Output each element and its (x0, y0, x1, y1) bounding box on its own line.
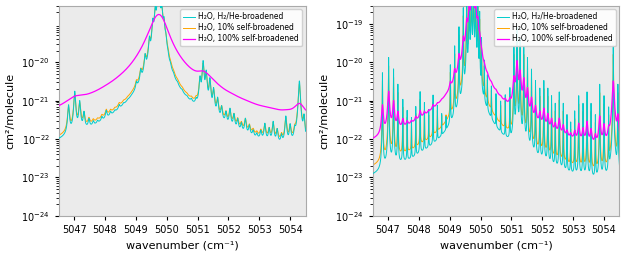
Line: H₂O, H₂/He-broadened: H₂O, H₂/He-broadened (59, 0, 306, 139)
H₂O, 100% self-broadened (155, 13, 162, 16)
H₂O, H₂/He-broadened (458, 83, 466, 86)
H₂O, 10% self-broadened (276, 135, 283, 138)
H₂O, H₂/He-broadened (201, 78, 209, 81)
H₂O, 10% self-broadened (212, 101, 219, 104)
H₂O, H₂/He-broadened (552, 143, 559, 146)
H₂O, 100% self-broadened (369, 137, 376, 140)
H₂O, 10% self-broadened (201, 76, 209, 79)
H₂O, 100% self-broadened (68, 97, 75, 100)
H₂O, 10% self-broadened (458, 74, 466, 78)
H₂O, 10% self-broadened (238, 121, 246, 124)
H₂O, H₂/He-broadened (590, 173, 598, 176)
H₂O, 100% self-broadened (616, 130, 623, 133)
H₂O, 100% self-broadened (458, 50, 466, 53)
Y-axis label: cm²/molecule: cm²/molecule (6, 73, 16, 149)
H₂O, H₂/He-broadened (238, 122, 246, 125)
H₂O, H₂/He-broadened (68, 122, 75, 125)
Line: H₂O, 100% self-broadened: H₂O, 100% self-broadened (59, 15, 306, 110)
Line: H₂O, 10% self-broadened: H₂O, 10% self-broadened (372, 0, 619, 166)
H₂O, H₂/He-broadened (251, 133, 259, 136)
H₂O, 10% self-broadened (526, 130, 533, 133)
H₂O, H₂/He-broadened (276, 138, 283, 141)
H₂O, H₂/He-broadened (369, 172, 376, 175)
H₂O, 10% self-broadened (144, 48, 152, 51)
H₂O, 100% self-broadened (251, 102, 259, 105)
H₂O, 10% self-broadened (381, 148, 389, 151)
Line: H₂O, 10% self-broadened: H₂O, 10% self-broadened (59, 0, 306, 136)
Line: H₂O, 100% self-broadened: H₂O, 100% self-broadened (372, 0, 619, 139)
H₂O, 100% self-broadened (381, 122, 389, 125)
H₂O, 10% self-broadened (590, 164, 598, 167)
H₂O, 10% self-broadened (55, 134, 63, 137)
H₂O, H₂/He-broadened (302, 130, 309, 133)
H₂O, 10% self-broadened (552, 136, 559, 139)
H₂O, H₂/He-broadened (55, 137, 63, 140)
H₂O, 100% self-broadened (515, 78, 522, 81)
H₂O, H₂/He-broadened (212, 104, 219, 107)
H₂O, 10% self-broadened (251, 130, 259, 133)
H₂O, 100% self-broadened (565, 133, 572, 136)
X-axis label: wavenumber (cm⁻¹): wavenumber (cm⁻¹) (439, 240, 552, 250)
H₂O, 10% self-broadened (369, 164, 376, 167)
X-axis label: wavenumber (cm⁻¹): wavenumber (cm⁻¹) (126, 240, 239, 250)
H₂O, 100% self-broadened (55, 104, 63, 107)
H₂O, H₂/He-broadened (144, 50, 152, 53)
Line: H₂O, H₂/He-broadened: H₂O, H₂/He-broadened (372, 0, 619, 174)
Legend: H₂O, H₂/He-broadened, H₂O, 10% self-broadened, H₂O, 100% self-broadened: H₂O, H₂/He-broadened, H₂O, 10% self-broa… (181, 9, 302, 46)
H₂O, 100% self-broadened (212, 80, 219, 83)
H₂O, 100% self-broadened (201, 70, 209, 73)
H₂O, 10% self-broadened (302, 127, 309, 130)
H₂O, 100% self-broadened (238, 97, 246, 100)
H₂O, 10% self-broadened (616, 155, 623, 158)
Y-axis label: cm²/molecule: cm²/molecule (319, 73, 329, 149)
H₂O, H₂/He-broadened (381, 157, 389, 160)
H₂O, 10% self-broadened (515, 102, 522, 105)
H₂O, 100% self-broadened (302, 108, 309, 111)
Legend: H₂O, H₂/He-broadened, H₂O, 10% self-broadened, H₂O, 100% self-broadened: H₂O, H₂/He-broadened, H₂O, 10% self-broa… (494, 9, 616, 46)
H₂O, 100% self-broadened (144, 32, 152, 35)
H₂O, H₂/He-broadened (515, 110, 522, 113)
H₂O, 10% self-broadened (68, 119, 75, 122)
H₂O, H₂/He-broadened (616, 163, 623, 166)
H₂O, H₂/He-broadened (526, 138, 533, 141)
H₂O, 100% self-broadened (279, 108, 286, 111)
H₂O, 10% self-broadened (565, 160, 572, 163)
H₂O, H₂/He-broadened (565, 168, 572, 172)
H₂O, 100% self-broadened (526, 104, 533, 107)
H₂O, 100% self-broadened (590, 138, 598, 141)
H₂O, 100% self-broadened (552, 122, 559, 125)
